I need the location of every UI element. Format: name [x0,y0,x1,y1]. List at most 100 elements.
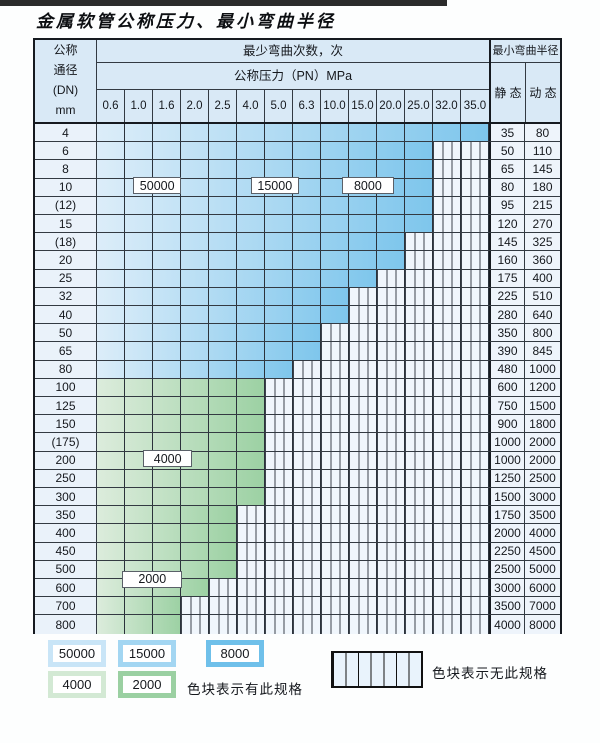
dn-cell: 80 [35,360,97,378]
table-row: 125 750 1500 [35,397,560,416]
dynamic-value: 800 [524,324,560,342]
static-value: 480 [489,360,524,378]
dynamic-value: 2000 [524,433,560,451]
legend-has-spec-text: 色块表示有此规格 [187,682,303,697]
dn-cell: 50 [35,324,97,342]
static-value: 600 [489,378,524,397]
pressure-cells [97,524,489,542]
static-value: 35 [489,124,524,142]
table-body: 4 35 80 6 50 110 8 65 145 10 80 180 (12) 95 215 15 120 27… [35,124,560,634]
dynamic-value: 4000 [524,524,560,542]
legend-swatch: 50000 [48,640,106,667]
dn-header-line: mm [55,103,76,118]
legend-swatch: 2000 [118,671,176,698]
dynamic-value: 325 [524,233,560,251]
zone-label: 4000 [143,450,193,468]
static-value: 65 [489,160,524,178]
dn-cell: (12) [35,196,97,215]
legend-no-spec-swatch [331,651,423,688]
static-value: 1750 [489,506,524,524]
dynamic-value: 400 [524,269,560,287]
zone-label: 8000 [342,177,394,195]
table-row: 25 175 400 [35,269,560,288]
static-value: 350 [489,324,524,342]
dynamic-value: 270 [524,215,560,233]
pressure-cells [97,597,489,615]
pressure-cells [97,560,489,579]
pressure-cells [97,579,489,597]
dynamic-value: 5000 [524,560,560,579]
zone-label: 2000 [122,570,183,588]
table-row: 15 120 270 [35,215,560,234]
column-gridlines [97,579,489,597]
dynamic-value: 3500 [524,506,560,524]
pressure-label: 公称压力（PN）MPa [97,63,489,90]
column-gridlines [97,524,489,542]
pressure-cells [97,488,489,506]
legend-no-spec-text: 色块表示无此规格 [432,666,548,681]
static-value: 390 [489,342,524,360]
dynamic-value: 2000 [524,451,560,469]
pressure-cells [97,124,489,142]
table-row: (175) 1000 2000 [35,433,560,452]
column-gridlines [97,342,489,360]
pressure-cells [97,542,489,560]
dn-header-line: 通径 [53,63,78,78]
bend-cycles-label: 最少弯曲次数，次 [97,40,489,63]
dynamic-value: 180 [524,178,560,196]
pressure-cells [97,415,489,433]
column-gridlines [97,142,489,160]
dynamic-value: 80 [524,124,560,142]
pressure-cells [97,142,489,160]
column-gridlines [97,160,489,178]
column-gridlines [97,397,489,415]
pressure-header-cell: 15.0 [349,90,377,122]
static-value: 1000 [489,433,524,451]
pressure-header-cell: 35.0 [463,100,487,112]
dn-cell: 450 [35,542,97,560]
pressure-header-cell: 0.6 [97,90,125,122]
dn-cell: 125 [35,397,97,415]
dn-cell: 300 [35,488,97,506]
pressure-header-cell: 1.6 [153,90,181,122]
static-value: 2250 [489,542,524,560]
pressure-header-cell: 20.0 [377,90,405,122]
table-row: 150 900 1800 [35,415,560,434]
column-gridlines [97,360,489,378]
zone-label: 15000 [251,177,299,195]
zone-label: 50000 [133,177,181,195]
table-row: 250 1250 2500 [35,469,560,489]
pressure-cells [97,469,489,488]
dn-header-cell: 公称 通径 (DN) mm [35,40,97,122]
static-value: 80 [489,178,524,196]
pressure-cells [97,196,489,215]
table-row: 500 2500 5000 [35,560,560,580]
pressure-header-cell: 1.0 [125,90,153,122]
table-row: 32 225 510 [35,287,560,307]
static-value: 120 [489,215,524,233]
pressure-header-cell: 2.5 [209,90,237,122]
table-row: 65 390 845 [35,342,560,361]
static-value: 4000 [489,615,524,634]
table-row: 450 2250 4500 [35,542,560,561]
dynamic-value: 1500 [524,397,560,415]
dynamic-value: 2500 [524,469,560,488]
table-row: 350 1750 3500 [35,506,560,525]
dn-cell: 65 [35,342,97,360]
radius-label: 最小弯曲半径 [491,40,560,63]
table-row: 400 2000 4000 [35,524,560,543]
column-gridlines [97,560,489,579]
pressure-cells [97,269,489,287]
static-value: 1500 [489,488,524,506]
pressure-cells [97,287,489,306]
static-value: 1000 [489,451,524,469]
pressure-cells [97,360,489,378]
pressure-header-cell: 2.0 [181,90,209,122]
table-row: 20 160 360 [35,251,560,270]
table-row: 40 280 640 [35,306,560,325]
pressure-header-cell: 5.0 [265,90,293,122]
column-gridlines [97,287,489,306]
dynamic-value: 510 [524,287,560,306]
static-value: 1250 [489,469,524,488]
pressure-cells [97,342,489,360]
